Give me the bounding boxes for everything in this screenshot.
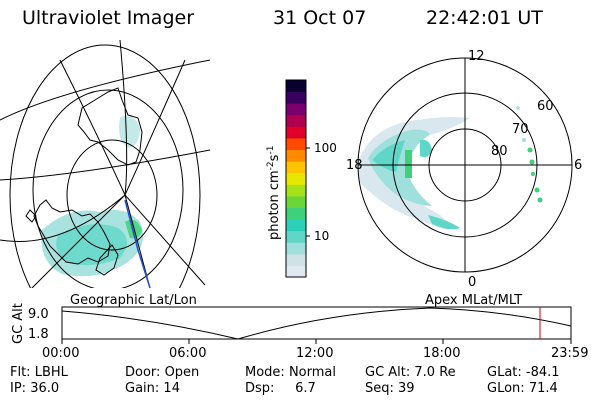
- altitude-curve: [61, 307, 572, 340]
- mlt-label-noon: 12: [468, 49, 485, 64]
- colorbar-segment: [286, 265, 306, 278]
- x-tick-0000: 00:00: [42, 346, 79, 361]
- status-ip: IP: 36.0: [10, 381, 60, 396]
- mlat-label-60: 60: [537, 99, 554, 114]
- status-mode: Mode: Normal: [245, 365, 336, 380]
- polar-mlat-mlt-plot: 12 6 0 18 60 70 80 Apex MLat/MLT: [346, 49, 582, 308]
- status-filter: Flt: LBHL: [10, 365, 68, 380]
- status-glon: GLon: 71.4: [487, 381, 558, 396]
- x-tick-0600: 06:00: [169, 346, 206, 361]
- status-door: Door: Open: [125, 365, 200, 380]
- colorbar-segment: [286, 91, 306, 104]
- geo-map-caption: Geographic Lat/Lon: [70, 293, 197, 308]
- x-tick-1200: 12:00: [296, 346, 333, 361]
- status-seq: Seq: 39: [365, 381, 415, 396]
- x-tick-2359: 23:59: [551, 346, 588, 361]
- colorbar-segment: [286, 219, 306, 232]
- colorbar-segment: [286, 184, 306, 197]
- colorbar-segment: [286, 242, 306, 255]
- colorbar-segment: [286, 230, 306, 243]
- colorbar-segment: [286, 103, 306, 116]
- colorbar-segment: [286, 161, 306, 174]
- geographic-map: Geographic Lat/Lon: [0, 40, 210, 308]
- mlt-label-dawn: 6: [574, 158, 582, 173]
- x-tick-1800: 18:00: [423, 346, 460, 361]
- instrument-title: Ultraviolet Imager: [22, 7, 195, 29]
- observation-date: 31 Oct 07: [273, 7, 367, 29]
- status-dsp: Dsp: 6.7: [245, 381, 316, 396]
- altitude-axis-title: GC Alt: [11, 303, 26, 344]
- mlat-label-80: 80: [491, 144, 508, 159]
- status-gain: Gain: 14: [125, 381, 180, 396]
- colorbar-segment: [286, 80, 306, 93]
- colorbar-segment: [286, 149, 306, 162]
- mlat-label-70: 70: [512, 122, 529, 137]
- intensity-colorbar: 100 10 photon cm-2s-1: [266, 79, 337, 278]
- mlt-label-midnight: 0: [468, 275, 476, 290]
- mlt-label-dusk: 18: [346, 158, 363, 173]
- colorbar-segment: [286, 253, 306, 266]
- polar-aurora-emission: [358, 106, 543, 230]
- colorbar-segment: [286, 207, 306, 220]
- colorbar-segment: [286, 137, 306, 151]
- colorbar-segment: [286, 126, 306, 139]
- colorbar-segment: [286, 114, 306, 127]
- altitude-y-min: 1.8: [28, 327, 49, 342]
- colorbar-tick-100: 100: [314, 141, 337, 155]
- status-glat: GLat: -84.1: [487, 365, 560, 380]
- colorbar-segment: [286, 195, 306, 208]
- colorbar-segment: [286, 172, 306, 185]
- colorbar-tick-10: 10: [314, 229, 329, 243]
- altitude-y-max: 9.0: [28, 307, 49, 322]
- polar-map-caption: Apex MLat/MLT: [425, 293, 522, 308]
- observation-time: 22:42:01 UT: [426, 7, 543, 29]
- gc-altitude-plot: GC Alt 9.0 1.8 00:00 06:00 12:00 18:00 2…: [11, 303, 588, 361]
- colorbar-unit-label: photon cm-2s-1: [266, 146, 282, 240]
- status-gc-alt: GC Alt: 7.0 Re: [365, 365, 456, 380]
